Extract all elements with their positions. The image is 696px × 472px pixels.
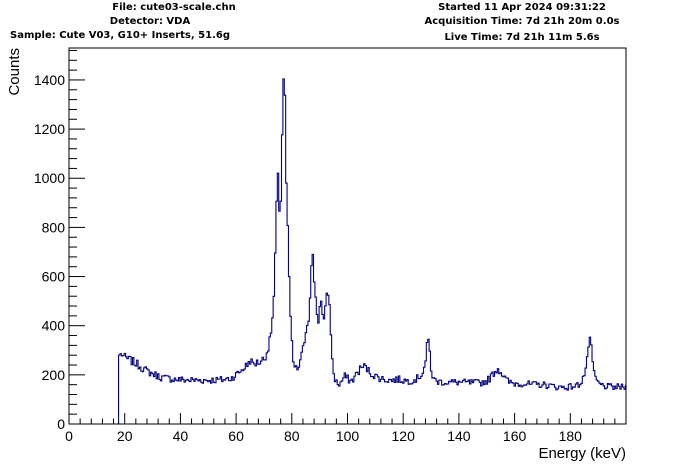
- sample-label: Sample: Cute V03, G10+ Inserts, 51.6g: [10, 30, 230, 41]
- y-tick-label: 0: [57, 416, 65, 432]
- x-tick-label: 0: [65, 428, 73, 444]
- acquisition-time-label: Acquisition Time: 7d 21h 20m 0.0s: [424, 16, 620, 27]
- x-tick-label: 40: [173, 428, 189, 444]
- spectrum-series-line: [118, 78, 626, 424]
- y-tick-label: 600: [42, 269, 66, 285]
- y-tick-label: 200: [42, 367, 66, 383]
- x-tick-label: 60: [228, 428, 244, 444]
- ticks-layer: [68, 49, 627, 425]
- started-label: Started 11 Apr 2024 09:31:22: [438, 2, 606, 13]
- x-tick-label: 120: [392, 428, 416, 444]
- x-tick-label: 180: [559, 428, 583, 444]
- detector-label: Detector: VDA: [109, 16, 191, 27]
- x-tick-label: 160: [503, 428, 527, 444]
- x-tick-label: 80: [284, 428, 300, 444]
- labels-layer: 0 20 40 60 80 100 120 140 160 180 0 200 400 600 800 100…: [34, 72, 582, 444]
- y-tick-label: 1400: [34, 72, 65, 88]
- y-axis-title: Counts: [6, 48, 23, 96]
- y-tick-label: 1200: [34, 121, 65, 137]
- live-time-label: Live Time: 7d 21h 11m 5.6s: [444, 32, 600, 43]
- x-tick-label: 20: [117, 428, 133, 444]
- x-tick-label: 100: [336, 428, 360, 444]
- y-tick-label: 400: [42, 318, 66, 334]
- y-tick-label: 800: [42, 219, 66, 235]
- y-tick-label: 1000: [34, 170, 65, 186]
- x-tick-label: 140: [447, 428, 471, 444]
- x-axis-title: Energy (keV): [538, 445, 626, 462]
- file-label: File: cute03-scale.chn: [112, 2, 236, 13]
- plot-frame: [68, 47, 627, 425]
